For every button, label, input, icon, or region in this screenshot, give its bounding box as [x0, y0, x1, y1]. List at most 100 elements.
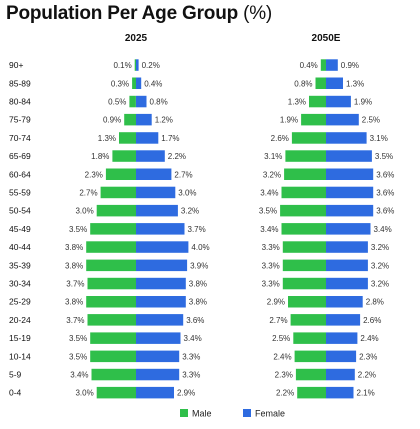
bar-2050e-male-30-34 [282, 277, 326, 290]
bar-2050e-female-65-69 [326, 150, 372, 162]
data-label-2050e-female-10-14: 2.3% [359, 352, 377, 361]
bar-2025-female-40-44 [136, 241, 189, 253]
data-label-2025-male-30-34: 3.7% [66, 280, 84, 289]
bar-2050e-male-40-44 [282, 241, 326, 253]
data-label-2025-female-85-89: 0.4% [144, 79, 162, 88]
data-label-2025-female-60-64: 2.7% [174, 170, 192, 179]
bar-2050e-male-45-49 [281, 223, 326, 235]
bar-2025-male-10-14 [90, 350, 137, 363]
bar-2025-male-90 [134, 59, 136, 71]
bar-2025-male-20-24 [87, 314, 136, 326]
age-label-45-49: 45-49 [9, 224, 31, 234]
data-label-2025-female-75-79: 1.2% [155, 116, 173, 125]
age-label-25-29: 25-29 [9, 297, 31, 307]
age-label-5-9: 5-9 [9, 370, 22, 380]
data-label-2050e-male-45-49: 3.4% [260, 225, 278, 234]
data-label-2050e-female-60-64: 3.6% [376, 170, 394, 179]
age-label-35-39: 35-39 [9, 260, 31, 270]
bar-2025-female-30-34 [136, 277, 186, 290]
data-label-2050e-male-85-89: 0.8% [294, 79, 312, 88]
bar-2025-male-35-39 [86, 259, 136, 272]
age-label-70-74: 70-74 [9, 133, 31, 143]
age-label-50-54: 50-54 [9, 206, 31, 216]
data-label-2025-female-0-4: 2.9% [177, 389, 195, 398]
age-label-30-34: 30-34 [9, 279, 31, 289]
bar-2025-female-85-89 [136, 77, 142, 89]
data-label-2025-male-0-4: 3.0% [75, 389, 93, 398]
age-label-80-84: 80-84 [9, 97, 31, 107]
bar-2050e-female-80-84 [326, 95, 351, 108]
age-label-40-44: 40-44 [9, 242, 31, 252]
age-label-85-89: 85-89 [9, 78, 31, 88]
data-label-2050e-male-70-74: 2.6% [271, 134, 289, 143]
data-label-2025-male-10-14: 3.5% [69, 352, 87, 361]
bar-2050e-male-25-29 [288, 296, 326, 308]
age-label-55-59: 55-59 [9, 188, 31, 198]
data-label-2050e-male-5-9: 2.3% [275, 371, 293, 380]
data-label-2025-male-15-19: 3.5% [69, 334, 87, 343]
age-label-75-79: 75-79 [9, 115, 31, 125]
bar-2050e-female-35-39 [326, 259, 368, 272]
data-label-2050e-female-90: 0.9% [341, 61, 359, 70]
data-label-2050e-female-25-29: 2.8% [366, 298, 384, 307]
bar-2050e-male-55-59 [281, 186, 326, 199]
bar-2050e-male-65-69 [285, 150, 326, 162]
age-label-0-4: 0-4 [9, 388, 22, 398]
data-label-2050e-female-35-39: 3.2% [371, 261, 389, 270]
bar-2025-female-10-14 [136, 350, 180, 363]
bar-2050e-female-85-89 [326, 77, 343, 89]
bar-2025-male-80-84 [129, 95, 136, 108]
data-label-2050e-male-50-54: 3.5% [259, 207, 277, 216]
data-label-2025-female-90: 0.2% [142, 61, 160, 70]
chart-title-unit: (%) [243, 3, 273, 24]
data-label-2025-female-15-19: 3.4% [184, 334, 202, 343]
data-label-2050e-female-30-34: 3.2% [371, 280, 389, 289]
bar-2050e-female-30-34 [326, 277, 368, 290]
data-label-2025-female-5-9: 3.3% [182, 371, 200, 380]
bar-2025-male-25-29 [86, 296, 136, 308]
data-label-2025-male-55-59: 2.7% [79, 189, 97, 198]
data-label-2050e-male-10-14: 2.4% [273, 352, 291, 361]
data-label-2050e-female-5-9: 2.2% [358, 371, 376, 380]
bar-2025-female-55-59 [136, 186, 176, 199]
bar-2050e-female-55-59 [326, 186, 374, 199]
data-label-2050e-male-20-24: 2.7% [269, 316, 287, 325]
bar-2025-male-65-69 [112, 150, 136, 162]
bar-2050e-male-85-89 [315, 77, 326, 89]
bar-2050e-male-75-79 [301, 113, 326, 126]
data-label-2025-male-45-49: 3.5% [69, 225, 87, 234]
data-label-2050e-female-85-89: 1.3% [346, 79, 364, 88]
data-label-2050e-male-15-19: 2.5% [272, 334, 290, 343]
bar-2050e-male-80-84 [309, 95, 326, 108]
bar-2050e-female-90 [326, 59, 338, 71]
age-label-65-69: 65-69 [9, 151, 31, 161]
data-label-2050e-female-70-74: 3.1% [370, 134, 388, 143]
data-label-2025-male-70-74: 1.3% [98, 134, 116, 143]
bar-2025-male-40-44 [86, 241, 136, 253]
bar-2025-female-25-29 [136, 296, 186, 308]
data-label-2025-female-20-24: 3.6% [186, 316, 204, 325]
bar-2050e-male-35-39 [282, 259, 326, 272]
chart-title: Population Per Age Group (%) [6, 3, 272, 25]
bar-2050e-female-25-29 [326, 296, 363, 308]
bar-2025-female-20-24 [136, 314, 184, 326]
data-label-2025-female-50-54: 3.2% [181, 207, 199, 216]
bar-2050e-male-50-54 [280, 204, 326, 217]
data-label-2050e-male-25-29: 2.9% [267, 298, 285, 307]
bar-2025-female-45-49 [136, 223, 185, 235]
bar-2050e-female-70-74 [326, 132, 367, 144]
data-label-2050e-male-55-59: 3.4% [260, 189, 278, 198]
data-label-2050e-male-60-64: 3.2% [263, 170, 281, 179]
bar-2025-male-5-9 [91, 368, 136, 381]
data-label-2050e-female-40-44: 3.2% [371, 243, 389, 252]
data-label-2025-female-10-14: 3.3% [182, 352, 200, 361]
bar-2050e-female-0-4 [326, 386, 354, 399]
bar-2025-female-65-69 [136, 150, 165, 162]
bar-2025-female-70-74 [136, 132, 159, 144]
data-label-2025-male-90: 0.1% [113, 61, 131, 70]
bar-2025-female-80-84 [136, 95, 147, 108]
age-label-90: 90+ [9, 60, 23, 70]
data-label-2025-female-25-29: 3.8% [189, 298, 207, 307]
bar-2025-female-5-9 [136, 368, 180, 381]
bar-2050e-male-20-24 [290, 314, 326, 326]
